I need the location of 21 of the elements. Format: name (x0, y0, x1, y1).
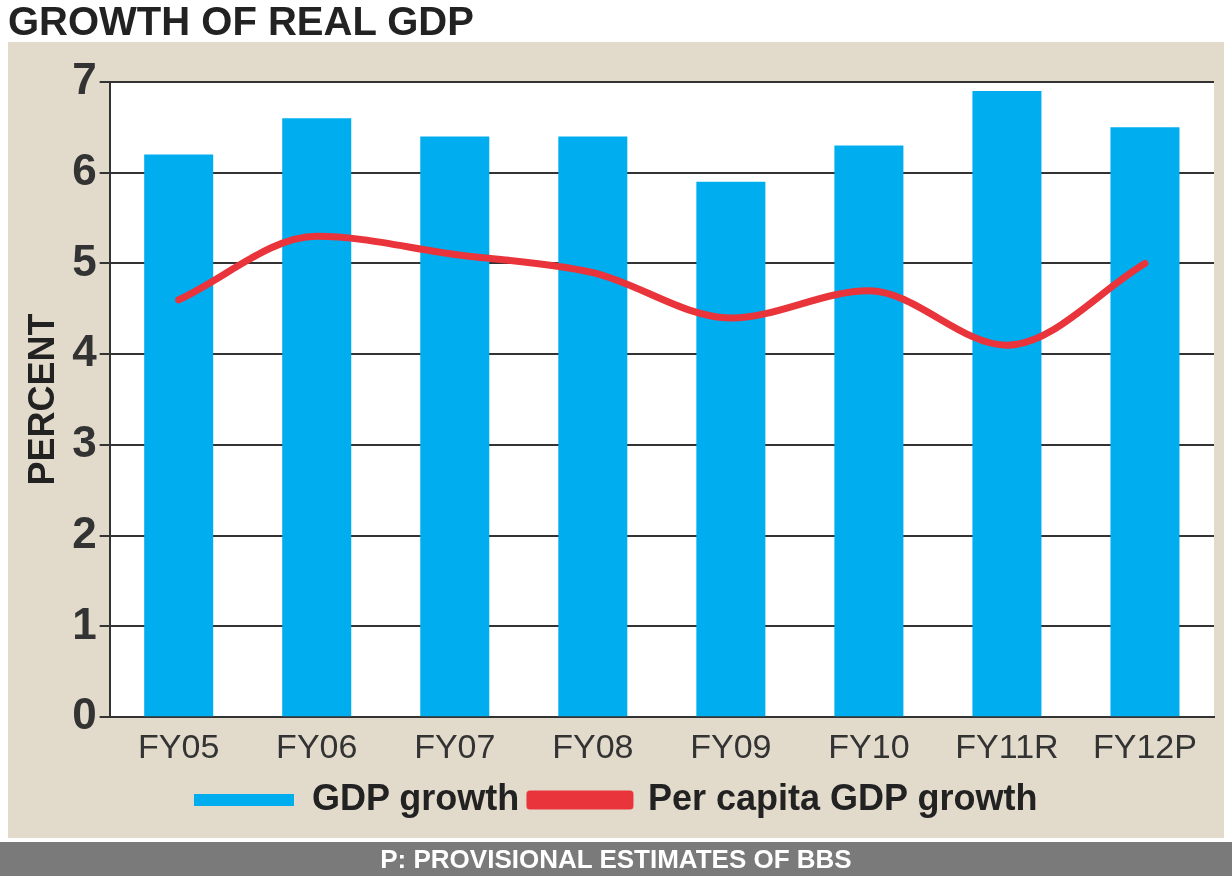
y-tick-label: 6 (72, 144, 97, 194)
y-tick-label: 2 (72, 507, 97, 557)
y-axis-title: PERCENT (20, 313, 62, 486)
y-tick-label: 5 (72, 235, 97, 285)
text: P: PROVISIONAL ESTIMATES OF BBS (0, 842, 1232, 876)
x-tick-label: FY06 (276, 726, 358, 765)
x-tick-label: FY07 (414, 726, 496, 765)
x-tick-label: FY10 (828, 726, 910, 765)
x-tick-label: FY09 (690, 726, 772, 765)
x-tick-label: FY11R (955, 726, 1059, 765)
y-tick-label: 0 (72, 689, 97, 739)
x-tick-label: FY05 (138, 726, 220, 765)
y-tick-label: 7 (72, 54, 97, 104)
legend-label: Per capita GDP growth (647, 776, 1038, 818)
x-tick-label: FY12P (1093, 726, 1197, 765)
chart-title: GROWTH OF REAL GDP (7, 0, 475, 43)
legend-label: GDP growth (311, 776, 520, 818)
y-tick-label: 1 (72, 598, 97, 648)
x-tick-label: FY08 (552, 726, 634, 765)
y-tick-label: 3 (72, 417, 97, 467)
y-tick-label: 4 (72, 326, 98, 376)
